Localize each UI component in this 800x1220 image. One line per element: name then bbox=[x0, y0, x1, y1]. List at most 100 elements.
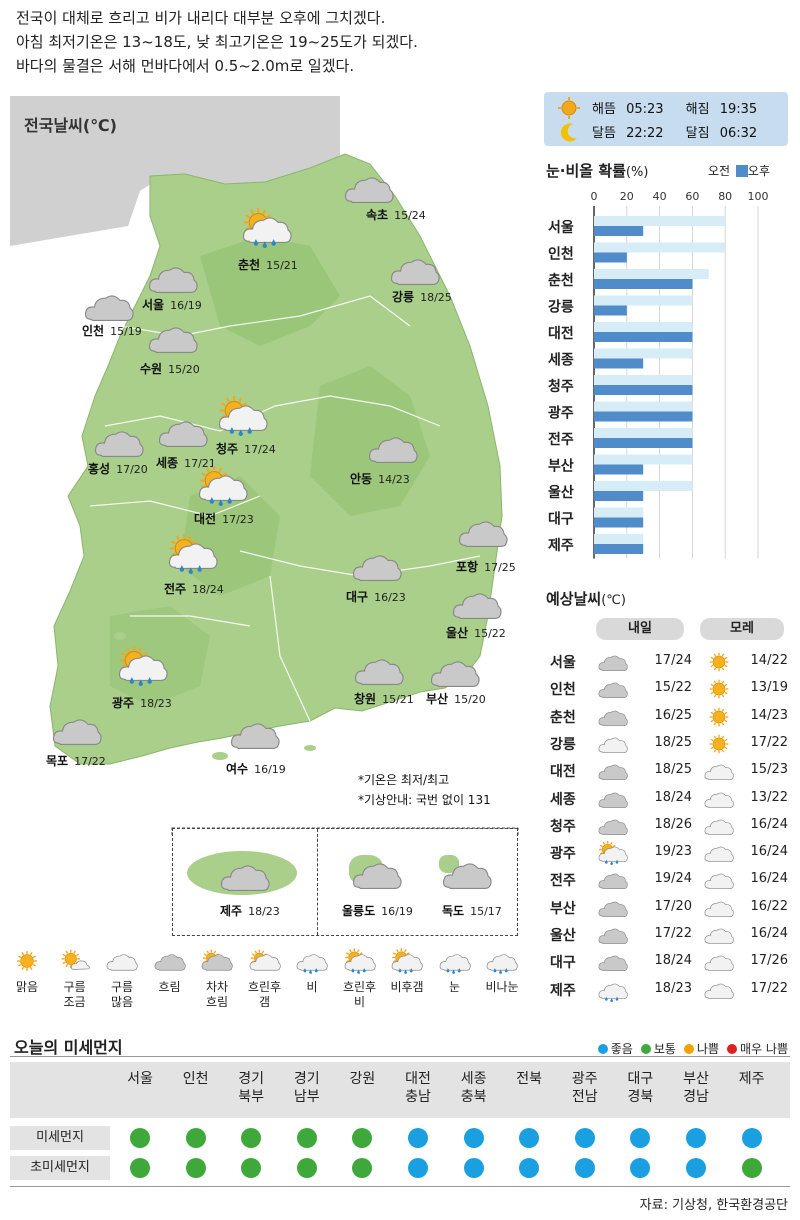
forecast-dayafter-temp: 16/24 bbox=[750, 871, 788, 887]
dust-level-dot bbox=[241, 1128, 262, 1148]
city-temp: 17/24 bbox=[244, 443, 276, 456]
city-weather-icon bbox=[456, 512, 510, 556]
bar-am bbox=[594, 322, 693, 332]
city-temp: 15/19 bbox=[110, 325, 142, 338]
cloudy-rain-sun-icon bbox=[242, 208, 292, 248]
forecast-row: 제주 18/23 17/22 bbox=[546, 976, 790, 1004]
moonrise-time: 22:22 bbox=[626, 126, 664, 141]
bar-am bbox=[594, 242, 726, 253]
city-weather-icon bbox=[92, 422, 146, 466]
city-label: 제주 18/23 bbox=[220, 902, 280, 919]
dust-level-dot bbox=[574, 1128, 595, 1148]
forecast-tomorrow-icon bbox=[596, 868, 630, 896]
city-weather-icon bbox=[350, 546, 404, 590]
dust-region-header: 경기 남부 bbox=[293, 1071, 320, 1105]
legend-label: 비나눈 bbox=[485, 980, 519, 994]
city-temp: 16/19 bbox=[170, 299, 202, 312]
city-label: 강릉 18/25 bbox=[392, 288, 452, 305]
sun-moon-box: 해뜸 05:23 해짐 19:35 달뜸 22:22 달짐 06:32 bbox=[544, 92, 788, 146]
legend-dot bbox=[683, 1044, 694, 1054]
city-weather-icon bbox=[218, 856, 272, 900]
dust-level-dot bbox=[686, 1128, 706, 1148]
cloudy-icon bbox=[598, 710, 628, 726]
forecast-row: 전주 19/24 16/24 bbox=[546, 866, 790, 894]
legend-icon bbox=[52, 948, 98, 978]
forecast-tomorrow-icon bbox=[596, 978, 630, 1006]
divider bbox=[10, 1186, 790, 1187]
city-weather-icon bbox=[366, 428, 420, 472]
forecast-tomorrow-icon bbox=[596, 923, 630, 951]
forecast-dayafter-temp: 16/24 bbox=[750, 844, 788, 860]
bar-am bbox=[594, 454, 693, 465]
mostly-cloudy-icon bbox=[704, 846, 734, 863]
forecast-dayafter-temp: 17/26 bbox=[750, 953, 788, 969]
dust-region-header: 대구 경북 bbox=[627, 1071, 654, 1105]
forecast-dayafter-icon bbox=[702, 978, 736, 1006]
dust-title: 오늘의 미세먼지 bbox=[14, 1038, 123, 1057]
legend-icon bbox=[289, 948, 335, 978]
city-temp: 15/20 bbox=[168, 363, 200, 376]
x-tick-label: 80 bbox=[718, 190, 732, 203]
dust-level-dot bbox=[130, 1128, 150, 1148]
forecast-tomorrow-temp: 18/26 bbox=[654, 816, 692, 832]
legend-item: 흐린후 갬 bbox=[242, 948, 288, 1010]
dust-legend: 좋음 보통 나쁨 매우 나쁨 bbox=[590, 1040, 788, 1057]
mostly-cloudy-icon bbox=[704, 764, 734, 781]
forecast-tomorrow-temp: 15/22 bbox=[654, 680, 692, 696]
city-name: 목포 bbox=[46, 754, 69, 768]
forecast-tomorrow-temp: 19/23 bbox=[654, 844, 692, 860]
forecast-dayafter-temp: 13/19 bbox=[750, 680, 788, 696]
dust-level-dot bbox=[185, 1158, 206, 1178]
dust-level-dot bbox=[463, 1128, 484, 1148]
legend-pm-label: 오후 bbox=[747, 164, 771, 178]
dust-level-dot bbox=[741, 1128, 762, 1148]
forecast-tomorrow-icon bbox=[596, 841, 630, 869]
rain-then-clear-icon bbox=[391, 948, 423, 974]
rain-icon bbox=[598, 983, 628, 1002]
forecast-row: 서울 17/24 14/22 bbox=[546, 648, 790, 676]
bar-am bbox=[594, 481, 693, 491]
bar-pm bbox=[594, 279, 693, 289]
city-label: 청주 17/24 bbox=[216, 440, 276, 457]
bar-pm bbox=[594, 438, 693, 448]
city-weather-icon bbox=[82, 286, 136, 330]
city-temp: 17/25 bbox=[484, 561, 516, 574]
precip-unit: (%) bbox=[625, 165, 649, 180]
forecast-title-text: 예상날씨 bbox=[546, 590, 602, 608]
legend-label: 비 bbox=[306, 980, 318, 994]
forecast-tomorrow-icon bbox=[596, 896, 630, 924]
forecast-unit: (℃) bbox=[601, 593, 626, 608]
cloudy-icon bbox=[230, 723, 280, 749]
legend-label: 구름 많음 bbox=[110, 980, 134, 1009]
forecast-dayafter-icon bbox=[702, 677, 736, 705]
city-label: 대구 16/23 bbox=[346, 588, 406, 605]
x-tick-label: 100 bbox=[748, 190, 769, 203]
category-label: 강릉 bbox=[548, 299, 574, 316]
category-label: 광주 bbox=[548, 405, 574, 422]
forecast-row: 부산 17/20 16/22 bbox=[546, 894, 790, 922]
category-label: 제주 bbox=[548, 538, 574, 554]
forecast-tomorrow-temp: 17/20 bbox=[654, 898, 692, 914]
forecast-row: 대전 18/25 15/23 bbox=[546, 757, 790, 785]
cloudy-icon bbox=[598, 655, 628, 671]
moon-row: 달뜸 22:22 달짐 06:32 bbox=[592, 122, 757, 141]
category-label: 인천 bbox=[548, 246, 574, 263]
forecast-tomorrow-icon bbox=[596, 650, 630, 678]
cloudy-icon bbox=[154, 954, 186, 971]
city-weather-icon bbox=[350, 854, 404, 898]
forecast-dayafter-temp: 16/24 bbox=[750, 926, 788, 941]
forecast-dayafter-temp: 15/23 bbox=[750, 762, 788, 778]
dust-level-dot bbox=[296, 1158, 317, 1178]
city-temp: 15/17 bbox=[470, 905, 502, 918]
forecast-tomorrow-icon bbox=[596, 677, 630, 705]
city-weather-icon bbox=[342, 168, 396, 212]
mostly-cloudy-icon bbox=[704, 819, 734, 835]
forecast-tomorrow-temp: 18/25 bbox=[654, 762, 692, 778]
x-tick-label: 60 bbox=[685, 190, 699, 203]
dust-header: 서울 인천 경기 북부 경기 남부 강원 대전 충남 세종 충북 전북 광주 전남 대구 경북 부산 경남 제주 bbox=[10, 1062, 790, 1118]
cloudy-icon bbox=[598, 792, 628, 808]
city-name: 광주 bbox=[112, 696, 135, 710]
pm25-label: 초미세먼지 bbox=[10, 1156, 110, 1180]
partly-cloudy-icon bbox=[61, 949, 90, 970]
pm10-label: 미세먼지 bbox=[10, 1126, 110, 1150]
